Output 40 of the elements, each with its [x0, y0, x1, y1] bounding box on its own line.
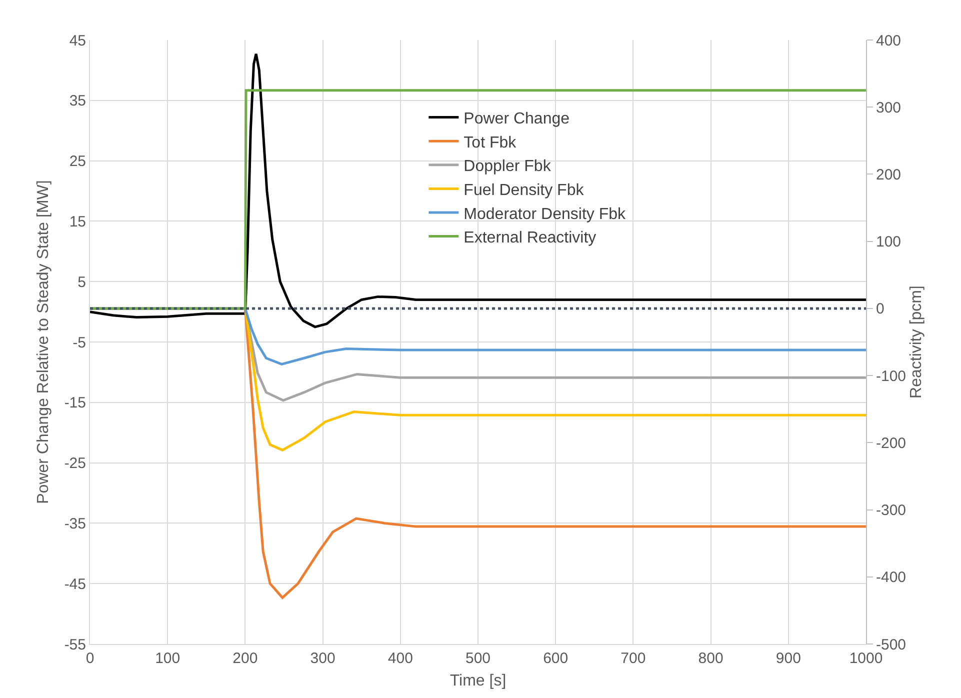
y-tick-label: 45 — [69, 32, 86, 50]
y2-tick-label: -100 — [876, 368, 906, 385]
y2-tick-label: 100 — [876, 234, 902, 251]
x-tick-label: 900 — [776, 650, 801, 667]
y2-tick-label: 200 — [876, 166, 902, 184]
y2-axis-title: Reactivity [pcm] — [908, 286, 926, 398]
legend-label: External Reactivity — [464, 230, 596, 247]
legend-label: Tot Fbk — [464, 134, 518, 152]
y2-tick-label: -300 — [876, 502, 906, 520]
x-tick-label: 300 — [310, 650, 336, 667]
y2-tick-label: 0 — [876, 300, 884, 318]
line-series — [90, 52, 866, 328]
y-tick-label: -15 — [64, 394, 86, 412]
y-tick-label: -5 — [72, 334, 86, 352]
x-tick-label: 700 — [620, 650, 646, 667]
y2-tick-label: -400 — [876, 569, 906, 586]
x-axis-title: Time [s] — [450, 672, 506, 690]
legend-label: Fuel Density Fbk — [464, 182, 585, 199]
y-tick-label: -55 — [64, 636, 86, 654]
legend-label: Moderator Density Fbk — [464, 206, 627, 223]
x-tick-label: 800 — [698, 650, 724, 667]
y2-tick-label: 400 — [876, 32, 902, 50]
x-tick-label: 100 — [155, 650, 180, 667]
legend-label: Doppler Fbk — [464, 158, 552, 176]
y-tick-label: 25 — [69, 153, 86, 170]
x-tick-label: 200 — [232, 650, 258, 667]
y-tick-label: 35 — [69, 92, 86, 110]
x-tick-label: 500 — [465, 650, 491, 667]
y-tick-label: -35 — [64, 515, 86, 532]
y-tick-label: 15 — [69, 213, 86, 230]
y-axis-title: Power Change Relative to Steady State [MW] — [35, 180, 52, 504]
legend-label: Power Change — [464, 110, 570, 128]
x-tick-label: 400 — [388, 650, 413, 667]
y2-tick-label: 300 — [876, 99, 902, 116]
y-tick-label: 5 — [78, 274, 86, 291]
x-tick-label: 600 — [543, 650, 568, 667]
y2-tick-label: -200 — [876, 434, 906, 452]
y-tick-label: -45 — [64, 576, 86, 593]
y-tick-label: -25 — [64, 455, 86, 472]
x-tick-label: 0 — [86, 650, 94, 667]
